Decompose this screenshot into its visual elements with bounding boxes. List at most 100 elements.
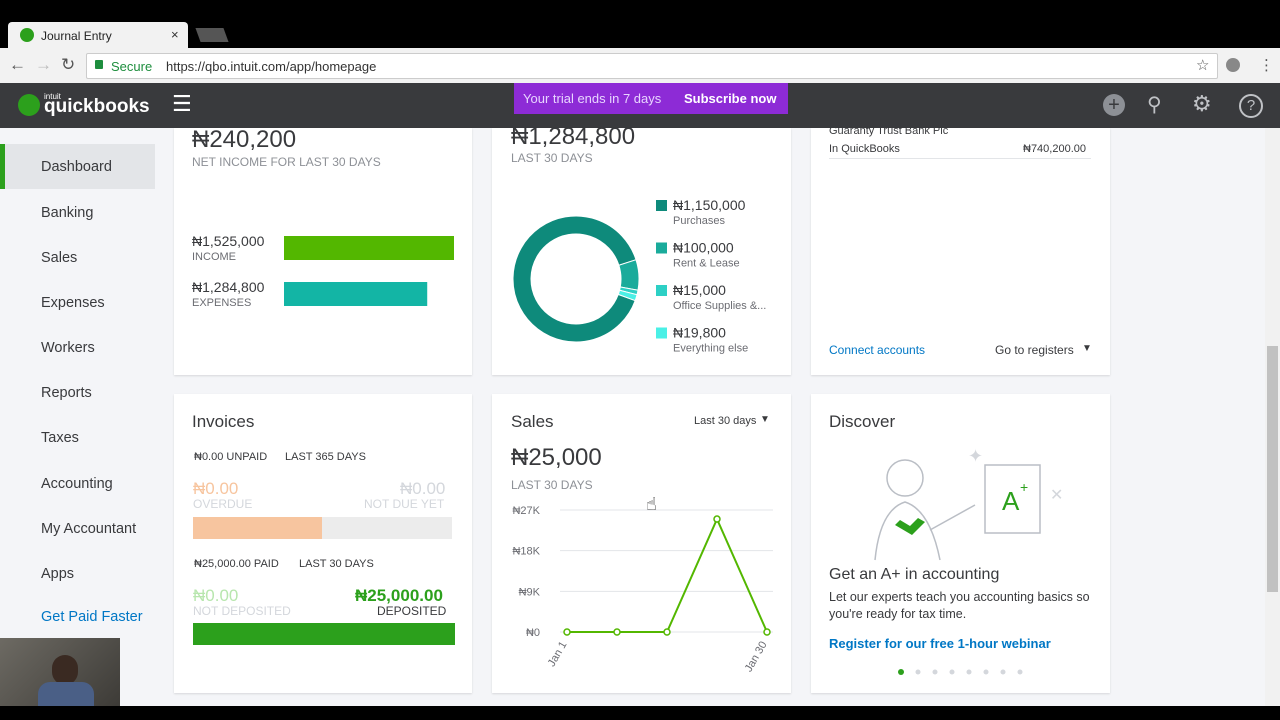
- bank-accounts-card: [811, 128, 1110, 375]
- nav-item[interactable]: Get Paid Faster: [41, 609, 143, 625]
- bank-name: Guaranty Trust Bank Plc: [829, 125, 949, 137]
- webcam-person-body: [38, 682, 94, 706]
- bar: [284, 236, 454, 260]
- card-title: Discover: [829, 412, 896, 431]
- scrollbar-thumb[interactable]: [1267, 346, 1278, 592]
- sales-chart: ₦0 ₦9K ₦18K ₦27K Jan 1 Jan 30: [512, 505, 773, 674]
- nav-item[interactable]: Banking: [41, 205, 94, 221]
- discover-headline: Get an A+ in accounting: [829, 566, 1000, 583]
- svg-text:A: A: [1002, 486, 1020, 516]
- mouse-cursor: ☝: [646, 494, 657, 514]
- webcam-person: [52, 655, 78, 685]
- legend-swatch: [656, 327, 667, 339]
- not-deposited-label: NOT DEPOSITED: [193, 604, 291, 618]
- sales-card: [492, 394, 791, 693]
- trial-text: Your trial ends in 7 days: [523, 91, 662, 106]
- webinar-link[interactable]: Register for our free 1-hour webinar: [829, 636, 1051, 651]
- not-due-amount: ₦0.00: [400, 479, 446, 498]
- sales-total: ₦25,000: [511, 444, 602, 471]
- tab-title: Journal Entry: [41, 29, 112, 43]
- new-tab[interactable]: [195, 28, 229, 42]
- expenses-card: [492, 128, 791, 375]
- sales-period: LAST 30 DAYS: [511, 478, 593, 492]
- nav-item[interactable]: Workers: [41, 340, 95, 356]
- address-bar[interactable]: [86, 53, 1218, 79]
- back-button[interactable]: ←: [9, 55, 26, 74]
- dropdown-arrow[interactable]: ▼: [760, 414, 770, 425]
- y-tick-label: ₦9K: [519, 586, 541, 598]
- donut-segment: [512, 215, 637, 343]
- bar: [284, 282, 428, 306]
- legend-value: ₦15,000: [673, 282, 726, 298]
- data-point: [613, 628, 621, 636]
- expenses-amount: ₦1,284,800: [192, 279, 265, 295]
- bookmark-star[interactable]: ☆: [1196, 57, 1210, 74]
- overdue-bar: [193, 517, 322, 539]
- svg-text:✕: ✕: [1050, 487, 1063, 504]
- income-expense-bars: [284, 236, 454, 306]
- expenses-label: EXPENSES: [192, 297, 252, 309]
- trial-banner: [514, 83, 788, 114]
- registers-dropdown[interactable]: Go to registers: [995, 343, 1074, 357]
- svg-text:✦: ✦: [968, 446, 983, 466]
- discover-body: Let our experts teach you accounting bas…: [829, 590, 1090, 621]
- forward-button[interactable]: →: [35, 55, 52, 74]
- card-title: Invoices: [192, 412, 255, 431]
- expenses-donut: ₦1,150,000 Purchases ₦100,000 Rent & Lease ₦…: [512, 197, 766, 355]
- logo[interactable]: quickbooks: [44, 96, 150, 117]
- legend-swatch: [656, 242, 667, 254]
- secure-label: Secure: [111, 59, 153, 74]
- search-button[interactable]: ⚲: [1147, 94, 1162, 116]
- y-tick-label: ₦18K: [512, 546, 540, 558]
- url[interactable]: https://qbo.intuit.com/app/homepage: [166, 59, 377, 74]
- legend-label: Office Supplies &...: [673, 300, 766, 312]
- nav-item[interactable]: Reports: [41, 385, 92, 401]
- net-income-label: NET INCOME FOR LAST 30 DAYS: [192, 155, 381, 169]
- nav-item[interactable]: Accounting: [41, 476, 113, 492]
- extension-icon[interactable]: [1226, 58, 1240, 72]
- nav-item[interactable]: Expenses: [41, 295, 105, 311]
- not-due-label: NOT DUE YET: [364, 497, 445, 511]
- create-button[interactable]: +: [1103, 94, 1125, 116]
- nav-item[interactable]: My Accountant: [41, 521, 137, 537]
- x-tick-label: Jan 1: [546, 640, 570, 669]
- divider: [829, 158, 1091, 159]
- donut-segment: [618, 259, 640, 291]
- nav-item[interactable]: Dashboard: [41, 159, 112, 175]
- overdue-amount: ₦0.00: [193, 479, 239, 498]
- paid-amount: ₦25,000.00 PAID: [194, 558, 279, 570]
- subscribe-link[interactable]: Subscribe now: [684, 91, 777, 106]
- nav-active-bg: [0, 144, 155, 189]
- unpaid-period: LAST 365 DAYS: [285, 451, 366, 463]
- dropdown-arrow[interactable]: ▼: [1082, 343, 1092, 354]
- y-tick-label: ₦0: [526, 627, 540, 639]
- settings-button[interactable]: ⚙: [1192, 91, 1212, 116]
- bottom-edge: [0, 706, 1280, 720]
- data-point: [663, 628, 671, 636]
- expenses-period: LAST 30 DAYS: [511, 151, 593, 165]
- hamburger-menu[interactable]: ☰: [172, 91, 192, 116]
- donut-segment: [617, 289, 638, 302]
- overdue-label: OVERDUE: [193, 497, 253, 511]
- reload-button[interactable]: ↻: [61, 55, 76, 74]
- carousel-dots[interactable]: [895, 667, 1027, 677]
- connect-accounts-link[interactable]: Connect accounts: [829, 343, 926, 357]
- tab-icon: [20, 28, 34, 42]
- lock-icon: [95, 60, 103, 69]
- nav-item[interactable]: Taxes: [41, 430, 79, 446]
- legend-value: ₦1,150,000: [673, 197, 746, 213]
- period-dropdown[interactable]: Last 30 days: [694, 415, 757, 427]
- nav-item[interactable]: Apps: [41, 566, 75, 582]
- legend-value: ₦100,000: [673, 240, 734, 256]
- help-button[interactable]: ?: [1239, 94, 1263, 118]
- invoices-card: [174, 394, 472, 693]
- browser-tab[interactable]: [8, 22, 188, 48]
- in-quickbooks-label: In QuickBooks: [829, 143, 900, 155]
- tab-close[interactable]: ×: [171, 27, 179, 42]
- menu-button[interactable]: ⋮: [1259, 57, 1274, 74]
- data-point: [713, 515, 721, 523]
- nav-item[interactable]: Sales: [41, 250, 78, 266]
- svg-text:+: +: [1020, 479, 1028, 495]
